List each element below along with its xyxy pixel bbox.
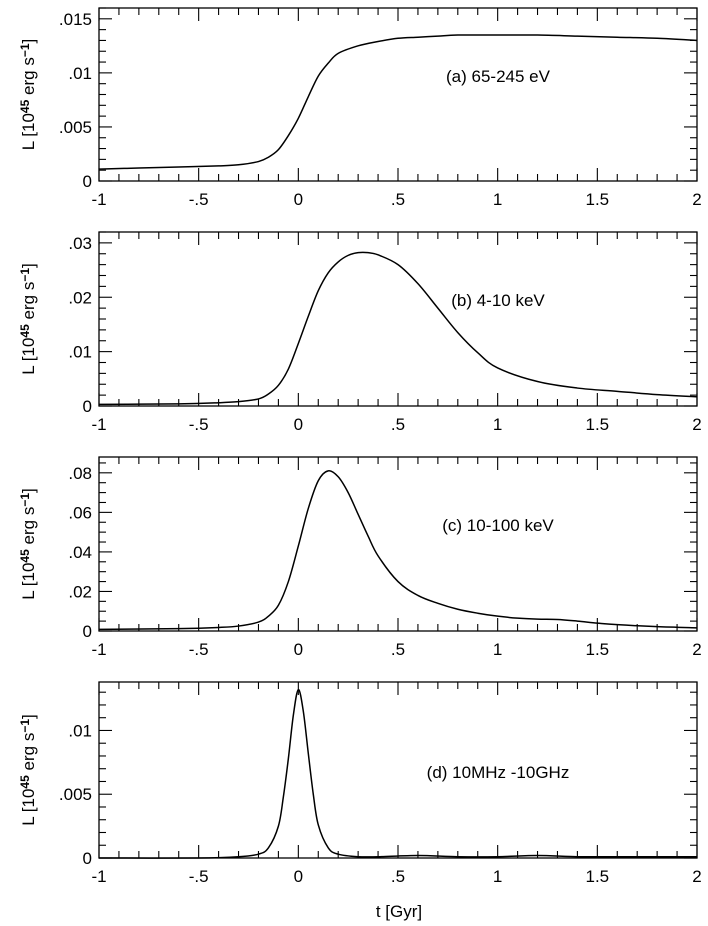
x-tick-label: 2 xyxy=(692,640,701,659)
plot-frame xyxy=(98,681,698,859)
y-axis-label: L [1045 erg s−1] xyxy=(18,488,38,600)
y-tick-label: .04 xyxy=(68,543,92,562)
plot-frame xyxy=(98,7,698,182)
x-tick-label: .5 xyxy=(391,415,405,434)
plot-frame xyxy=(98,456,698,632)
y-tick-label: 0 xyxy=(83,397,92,416)
series-line xyxy=(98,251,698,406)
series-line xyxy=(98,470,698,631)
y-tick-label: .06 xyxy=(68,503,92,522)
y-tick-label: .03 xyxy=(68,234,92,253)
x-tick-label: 1.5 xyxy=(586,190,610,209)
y-tick-label: .01 xyxy=(68,721,92,740)
panel-annotation: (d) 10MHz -10GHz xyxy=(427,763,570,782)
y-tick-label: 0 xyxy=(83,622,92,641)
chart-panel-1: -1 -.5 0 .5 1 1.5 2 0 .005 .01 .015 L [1045 erg s−1… xyxy=(18,7,702,209)
x-tick-label: -1 xyxy=(91,867,106,886)
x-tick-label: -.5 xyxy=(189,415,209,434)
x-tick-label: 0 xyxy=(294,867,303,886)
chart-panel-2: -1 -.5 0 .5 1 1.5 2 0 .01 .02 .03 L [1045 erg s−1] (… xyxy=(18,231,702,434)
y-tick-label: .005 xyxy=(59,118,92,137)
series-line xyxy=(98,688,697,859)
x-tick-label: 1.5 xyxy=(586,415,610,434)
panel-annotation: (a) 65-245 eV xyxy=(446,67,551,86)
y-tick-label: .01 xyxy=(68,64,92,83)
x-tick-label: 1 xyxy=(493,415,502,434)
x-tick-label: .5 xyxy=(391,867,405,886)
x-tick-label: -1 xyxy=(91,640,106,659)
y-tick-label: 0 xyxy=(83,849,92,868)
y-tick-label: .02 xyxy=(68,582,92,601)
y-tick-label: 0 xyxy=(83,172,92,191)
x-tick-label: 1 xyxy=(493,190,502,209)
x-tick-label: 1.5 xyxy=(586,867,610,886)
x-tick-label: 1.5 xyxy=(586,640,610,659)
x-tick-label: 0 xyxy=(294,190,303,209)
x-axis-title: t [Gyr] xyxy=(376,902,422,921)
x-tick-label: 1 xyxy=(493,640,502,659)
x-tick-label: 2 xyxy=(692,415,701,434)
x-tick-label: -.5 xyxy=(189,640,209,659)
x-tick-label: -1 xyxy=(91,190,106,209)
y-tick-label: .08 xyxy=(68,464,92,483)
series-line xyxy=(98,34,698,170)
x-tick-label: -1 xyxy=(91,415,106,434)
y-axis-label: L [1045 erg s−1] xyxy=(18,39,38,151)
y-axis-label: L [1045 erg s−1] xyxy=(18,263,38,375)
x-tick-label: 2 xyxy=(692,190,701,209)
x-tick-label: -.5 xyxy=(189,190,209,209)
x-tick-label: 1 xyxy=(493,867,502,886)
x-tick-label: 2 xyxy=(692,867,701,886)
plot-frame xyxy=(98,231,698,407)
panel-annotation: (b) 4-10 keV xyxy=(451,291,545,310)
y-tick-label: .02 xyxy=(68,288,92,307)
chart-panel-3: -1 -.5 0 .5 1 1.5 2 0 .02 .04 .06 .08 L [1045 erg s−… xyxy=(18,456,702,659)
x-tick-label: 0 xyxy=(294,415,303,434)
x-tick-label: .5 xyxy=(391,640,405,659)
x-tick-label: 0 xyxy=(294,640,303,659)
panel-annotation: (c) 10-100 keV xyxy=(442,516,554,535)
x-tick-label: -.5 xyxy=(189,867,209,886)
y-tick-label: .015 xyxy=(59,10,92,29)
x-tick-label: .5 xyxy=(391,190,405,209)
chart-panel-4: -1 -.5 0 .5 1 1.5 2 0 .005 .01 L [1045 erg s−1] (d)… xyxy=(18,681,702,886)
y-tick-label: .01 xyxy=(68,343,92,362)
y-tick-label: .005 xyxy=(59,785,92,804)
y-axis-label: L [1045 erg s−1] xyxy=(18,714,38,826)
